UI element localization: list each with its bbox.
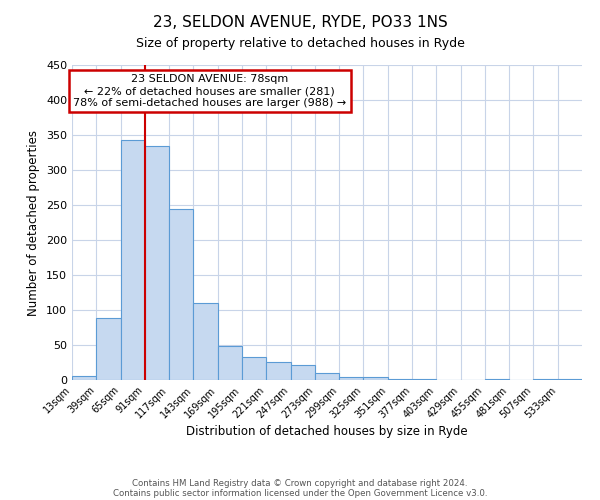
Bar [339, 376, 364, 380]
Y-axis label: Number of detached properties: Number of detached properties [28, 130, 40, 316]
Bar [72, 376, 96, 380]
Bar [121, 140, 145, 380]
Bar [412, 378, 436, 380]
Bar [218, 346, 242, 380]
Bar [96, 318, 121, 380]
Bar [266, 362, 290, 380]
Text: 23, SELDON AVENUE, RYDE, PO33 1NS: 23, SELDON AVENUE, RYDE, PO33 1NS [152, 15, 448, 30]
Bar [145, 146, 169, 380]
Bar [193, 303, 218, 380]
X-axis label: Distribution of detached houses by size in Ryde: Distribution of detached houses by size … [186, 426, 468, 438]
Bar [242, 357, 266, 380]
Bar [169, 208, 193, 380]
Text: Contains public sector information licensed under the Open Government Licence v3: Contains public sector information licen… [113, 488, 487, 498]
Bar [290, 364, 315, 380]
Text: Contains HM Land Registry data © Crown copyright and database right 2024.: Contains HM Land Registry data © Crown c… [132, 478, 468, 488]
Bar [364, 377, 388, 380]
Text: 23 SELDON AVENUE: 78sqm
← 22% of detached houses are smaller (281)
78% of semi-d: 23 SELDON AVENUE: 78sqm ← 22% of detache… [73, 74, 346, 108]
Text: Size of property relative to detached houses in Ryde: Size of property relative to detached ho… [136, 38, 464, 51]
Bar [388, 378, 412, 380]
Bar [315, 373, 339, 380]
